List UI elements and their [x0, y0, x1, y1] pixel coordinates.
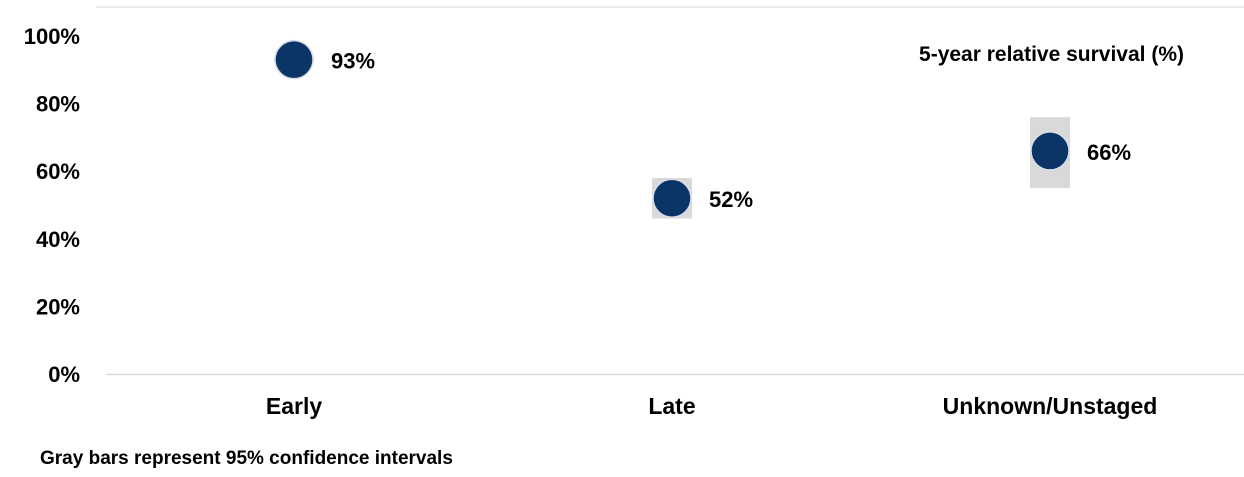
y-axis: 0% 20% 40% 60% 80% 100% [24, 24, 80, 387]
y-tick-label: 60% [36, 159, 80, 184]
x-tick-label: Late [648, 393, 695, 419]
data-label: 93% [331, 49, 375, 74]
x-tick-label: Unknown/Unstaged [943, 393, 1158, 419]
y-tick-label: 80% [36, 92, 80, 117]
data-label: 66% [1087, 140, 1131, 165]
x-tick-label: Early [266, 393, 322, 419]
x-axis: Early Late Unknown/Unstaged [266, 393, 1157, 419]
footnote: Gray bars represent 95% confidence inter… [40, 448, 453, 469]
data-label: 52% [709, 187, 753, 212]
y-tick-label: 20% [36, 294, 80, 319]
chart-title: 5-year relative survival (%) [919, 43, 1184, 66]
data-point [652, 178, 692, 218]
y-tick-label: 40% [36, 227, 80, 252]
y-tick-label: 100% [24, 24, 80, 49]
data-points [274, 39, 1070, 218]
data-labels: 93% 52% 66% [331, 49, 1131, 213]
y-tick-label: 0% [48, 362, 80, 387]
data-point [274, 39, 314, 80]
data-point [1030, 131, 1070, 171]
